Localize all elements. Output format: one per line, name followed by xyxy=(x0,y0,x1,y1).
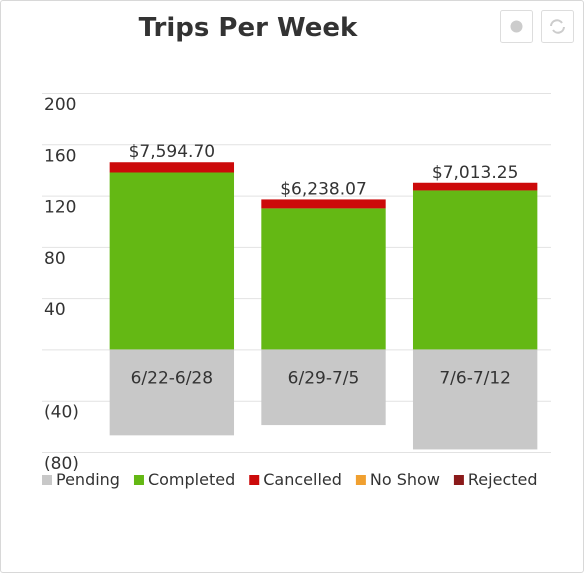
x-tick-label: 6/29-7/5 xyxy=(288,368,360,388)
legend-label: Cancelled xyxy=(263,470,342,489)
legend-swatch xyxy=(249,475,260,485)
bar-label: $7,594.70 xyxy=(129,142,216,162)
bar-segment xyxy=(109,172,235,350)
bar-label: $6,238.07 xyxy=(280,179,367,199)
refresh-button[interactable] xyxy=(541,10,574,43)
x-tick-label: 7/6-7/12 xyxy=(439,368,511,388)
legend-label: Pending xyxy=(56,470,120,489)
legend-label: Rejected xyxy=(468,470,538,489)
legend-label: Completed xyxy=(148,470,235,489)
legend-swatch xyxy=(453,475,464,485)
bar-segment xyxy=(261,349,386,426)
y-tick-label: (40) xyxy=(44,403,79,423)
info-button[interactable] xyxy=(500,10,533,43)
bar-segment xyxy=(109,162,235,173)
bar-segment xyxy=(261,208,386,350)
refresh-icon[interactable] xyxy=(550,19,565,34)
bar-segment xyxy=(412,190,538,350)
x-tick-label: 6/22-6/28 xyxy=(131,368,214,388)
legend-label: No Show xyxy=(370,470,440,489)
y-tick-label: 160 xyxy=(44,146,76,166)
y-tick-label: 40 xyxy=(44,300,66,320)
info-icon[interactable] xyxy=(510,20,523,33)
legend-swatch xyxy=(133,475,144,485)
bar-segment xyxy=(412,349,538,450)
y-tick-label: (80) xyxy=(44,454,79,474)
legend-swatch xyxy=(355,475,366,485)
refresh-button-frame[interactable] xyxy=(541,10,574,43)
legend-swatch xyxy=(42,475,52,485)
y-tick-label: 200 xyxy=(44,95,76,115)
y-tick-label: 120 xyxy=(44,198,76,218)
chart-title: Trips Per Week xyxy=(139,13,358,43)
bar-segment xyxy=(261,199,386,209)
bar-label: $7,013.25 xyxy=(432,163,519,183)
bar-segment xyxy=(109,349,235,436)
bar-segment xyxy=(412,182,538,191)
y-tick-label: 80 xyxy=(44,249,66,269)
